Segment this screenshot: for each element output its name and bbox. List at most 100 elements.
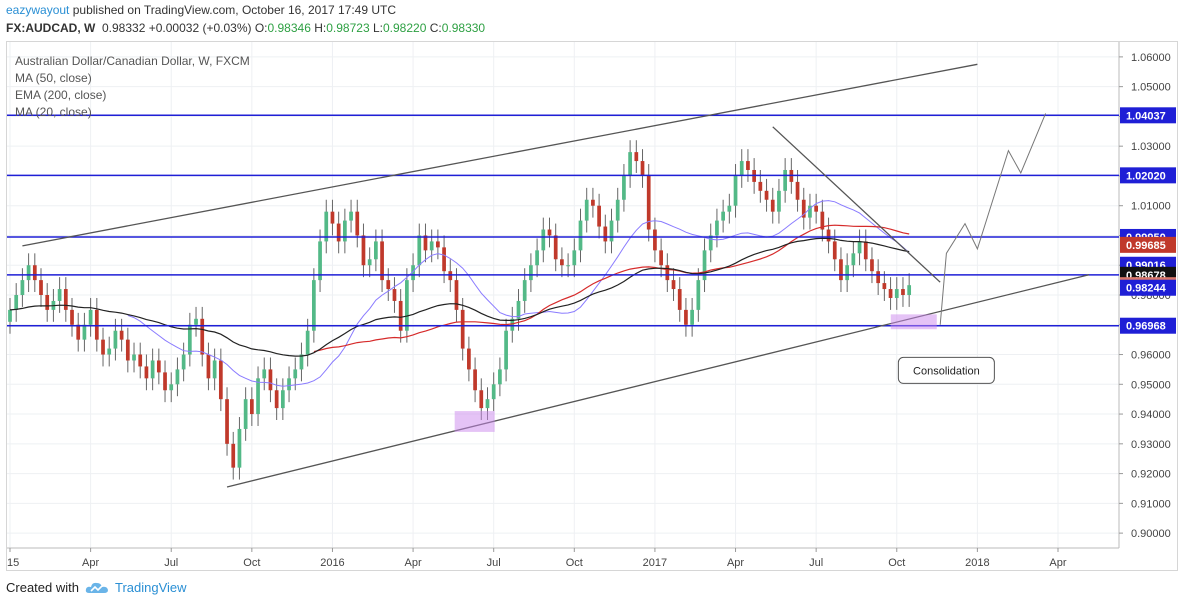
candle-body xyxy=(436,241,440,248)
candle-body xyxy=(541,229,546,251)
trendline xyxy=(22,63,978,247)
x-tick-label: Oct xyxy=(888,557,905,569)
y-tick-label: 1.03000 xyxy=(1131,141,1171,153)
candle-body xyxy=(70,309,74,325)
candle-body xyxy=(206,354,211,379)
candle-body xyxy=(671,280,676,290)
annotation-text: Consolidation xyxy=(913,365,980,377)
candle-body xyxy=(566,265,570,267)
candle-body xyxy=(783,169,788,191)
candle-body xyxy=(708,235,713,251)
close-label: C: xyxy=(429,21,442,35)
candle-body xyxy=(249,399,254,415)
tradingview-cloud-icon xyxy=(85,582,108,593)
candle-body xyxy=(845,265,850,281)
annotation-box xyxy=(897,356,995,384)
candle-body xyxy=(237,428,242,468)
trendline xyxy=(772,126,941,283)
candle-body xyxy=(665,265,670,281)
x-tick-label: Apr xyxy=(405,557,422,569)
candle-body xyxy=(690,309,694,325)
quote-bar: FX:AUDCAD, W 0.98332 +0.00032 (+0.03%) O… xyxy=(6,21,485,35)
candle-body xyxy=(194,318,198,325)
candle-body xyxy=(88,309,93,325)
candle-body xyxy=(429,241,434,251)
chart-legend: Australian Dollar/Canadian Dollar, W, FX… xyxy=(15,53,250,121)
chart-panel[interactable]: 1.060001.050001.040001.030001.020001.010… xyxy=(1,41,1178,571)
candle-body xyxy=(876,271,881,284)
candle-body xyxy=(473,369,477,391)
candle-body xyxy=(367,259,372,266)
candle-body xyxy=(76,324,81,340)
high-value: 0.98723 xyxy=(326,21,370,35)
price-label-box xyxy=(1120,167,1176,184)
candle-body xyxy=(63,289,68,310)
candle-body xyxy=(423,235,428,251)
candle-body xyxy=(330,211,335,224)
candle-body xyxy=(826,229,831,242)
candle-body xyxy=(231,443,236,468)
candle-body xyxy=(851,253,856,266)
y-tick-label: 0.91000 xyxy=(1131,498,1171,510)
candle-body xyxy=(839,259,843,281)
candle-body xyxy=(882,283,887,290)
y-tick-label: 0.93000 xyxy=(1131,439,1171,451)
legend-title: Australian Dollar/Canadian Dollar, W, FX… xyxy=(15,54,250,68)
candle-body xyxy=(113,330,118,349)
candle-body xyxy=(733,175,738,206)
candle-body xyxy=(764,190,769,200)
candle-body xyxy=(591,199,595,206)
candle-body xyxy=(411,265,415,281)
open-label: O: xyxy=(254,21,268,35)
candle-body xyxy=(169,384,174,391)
candle-body xyxy=(150,360,155,379)
candle-body xyxy=(696,280,701,310)
trendline xyxy=(226,274,1090,488)
candle-body xyxy=(560,259,564,266)
candle-body xyxy=(26,265,31,281)
symbol-label: FX:AUDCAD, W xyxy=(6,21,96,35)
candle-body xyxy=(553,235,558,260)
candle-body xyxy=(777,190,781,212)
x-tick-label: 2018 xyxy=(965,557,989,569)
x-tick-label: Apr xyxy=(727,557,744,569)
candle-body xyxy=(324,211,329,242)
legend-ma20: MA (20, close) xyxy=(15,105,92,119)
candle-body xyxy=(888,289,893,298)
candle-body xyxy=(640,161,645,176)
tradingview-link[interactable]: TradingView xyxy=(114,580,187,595)
ema200-line xyxy=(9,237,910,357)
candle-body xyxy=(218,360,223,400)
author-link[interactable]: eazywayout xyxy=(6,3,70,17)
high-label: H: xyxy=(314,21,327,35)
candle-body xyxy=(349,211,353,221)
candle-body xyxy=(405,280,409,331)
y-tick-label: 1.05000 xyxy=(1131,82,1171,94)
y-tick-label: 1.06000 xyxy=(1131,52,1171,64)
candle-body xyxy=(175,369,180,385)
candle-body xyxy=(343,220,347,242)
candle-body xyxy=(609,220,614,242)
y-tick-label: 0.92000 xyxy=(1131,469,1171,481)
price-chart[interactable]: 1.060001.050001.040001.030001.020001.010… xyxy=(1,42,1177,570)
candle-body xyxy=(94,309,99,340)
low-label: L: xyxy=(372,21,383,35)
candle-body xyxy=(138,354,143,367)
candle-body xyxy=(460,309,465,349)
y-tick-label: 1.01000 xyxy=(1131,201,1171,213)
price-label-text: 0.98244 xyxy=(1126,283,1167,295)
candle-body xyxy=(653,229,657,251)
candle-body xyxy=(504,330,508,370)
x-tick-label: 015 xyxy=(7,557,19,569)
candle-body xyxy=(39,280,43,295)
x-tick-label: 2016 xyxy=(320,557,344,569)
footer: Created with TradingView xyxy=(6,580,187,595)
candle-body xyxy=(361,235,366,266)
candle-body xyxy=(256,378,260,415)
candle-body xyxy=(510,318,515,331)
candle-body xyxy=(107,348,112,355)
candle-body xyxy=(374,241,378,260)
candle-body xyxy=(119,330,124,340)
candle-body xyxy=(578,220,583,251)
candle-body xyxy=(392,289,397,301)
